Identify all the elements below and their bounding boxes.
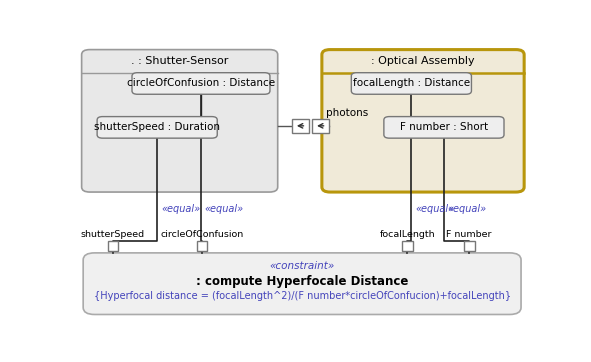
Bar xyxy=(108,241,118,251)
FancyBboxPatch shape xyxy=(132,73,270,94)
Text: focalLength : Distance: focalLength : Distance xyxy=(353,79,470,88)
Text: «equal»: «equal» xyxy=(448,204,487,214)
Bar xyxy=(197,241,207,251)
Text: «equal»: «equal» xyxy=(161,204,200,214)
Bar xyxy=(312,119,329,133)
Text: F number : Short: F number : Short xyxy=(400,122,488,132)
FancyBboxPatch shape xyxy=(384,117,504,138)
FancyBboxPatch shape xyxy=(322,50,524,192)
Text: focalLength: focalLength xyxy=(379,230,435,239)
Bar xyxy=(291,119,309,133)
Text: . : Shutter-Sensor: . : Shutter-Sensor xyxy=(131,56,228,66)
Text: : compute Hyperfocale Distance: : compute Hyperfocale Distance xyxy=(196,275,408,288)
Text: «equal»: «equal» xyxy=(415,204,454,214)
Text: circleOfConfusion : Distance: circleOfConfusion : Distance xyxy=(127,79,275,88)
FancyBboxPatch shape xyxy=(351,73,472,94)
Text: «constraint»: «constraint» xyxy=(269,261,335,272)
Text: {Hyperfocal distance = (focalLength^2)/(F number*circleOfConfucion)+focalLength}: {Hyperfocal distance = (focalLength^2)/(… xyxy=(93,291,511,301)
Text: shutterSpeed : Duration: shutterSpeed : Duration xyxy=(94,122,220,132)
Text: «equal»: «equal» xyxy=(205,204,244,214)
FancyBboxPatch shape xyxy=(97,117,217,138)
Text: photons: photons xyxy=(326,108,368,118)
FancyBboxPatch shape xyxy=(82,50,278,192)
Text: : Optical Assembly: : Optical Assembly xyxy=(371,56,475,66)
Text: F number: F number xyxy=(446,230,492,239)
Bar xyxy=(402,241,413,251)
Bar xyxy=(465,241,475,251)
FancyBboxPatch shape xyxy=(83,253,521,315)
Text: shutterSpeed: shutterSpeed xyxy=(80,230,145,239)
Text: circleOfConfusion: circleOfConfusion xyxy=(160,230,243,239)
